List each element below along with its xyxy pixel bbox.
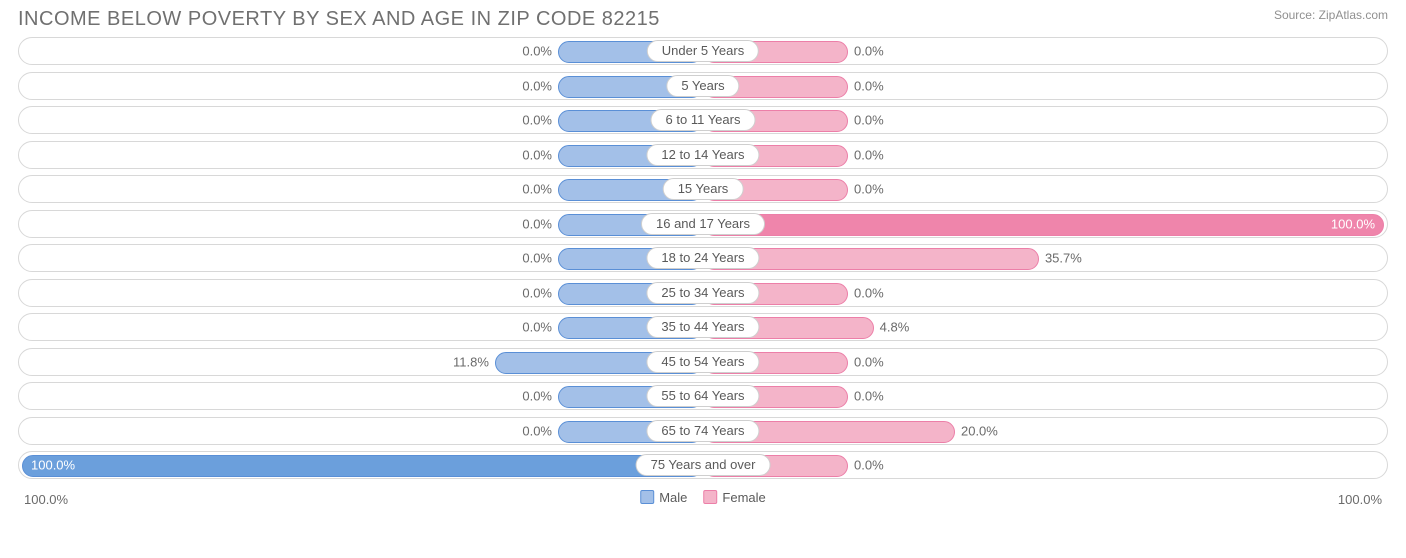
value-female: 0.0% — [854, 78, 884, 93]
chart-row: 15 Years 0.0% 0.0% — [18, 175, 1388, 203]
bar-female — [703, 214, 1384, 236]
value-female: 20.0% — [961, 423, 998, 438]
row-category-label: 55 to 64 Years — [646, 385, 759, 407]
row-category-label: 5 Years — [666, 75, 739, 97]
value-female: 0.0% — [854, 285, 884, 300]
row-category-label: 15 Years — [663, 178, 744, 200]
chart-footer: 100.0% Male Female 100.0% — [0, 486, 1406, 526]
value-male: 0.0% — [522, 251, 552, 266]
row-category-label: 16 and 17 Years — [641, 213, 765, 235]
value-male: 0.0% — [522, 78, 552, 93]
value-male: 0.0% — [522, 113, 552, 128]
value-female: 0.0% — [854, 458, 884, 473]
chart-title: INCOME BELOW POVERTY BY SEX AND AGE IN Z… — [18, 8, 660, 31]
row-category-label: 35 to 44 Years — [646, 316, 759, 338]
legend-swatch-female — [703, 490, 717, 504]
chart-row: 25 to 34 Years 0.0% 0.0% — [18, 279, 1388, 307]
row-category-label: 18 to 24 Years — [646, 247, 759, 269]
value-male: 0.0% — [522, 320, 552, 335]
value-female: 0.0% — [854, 147, 884, 162]
axis-label-right: 100.0% — [1338, 492, 1382, 507]
value-female: 0.0% — [854, 182, 884, 197]
value-female: 35.7% — [1045, 251, 1082, 266]
value-female: 4.8% — [880, 320, 910, 335]
row-category-label: 65 to 74 Years — [646, 420, 759, 442]
legend-item-male: Male — [640, 490, 687, 505]
chart-row: 45 to 54 Years 11.8% 0.0% — [18, 348, 1388, 376]
row-category-label: 25 to 34 Years — [646, 282, 759, 304]
value-male: 0.0% — [522, 389, 552, 404]
value-male: 100.0% — [31, 458, 75, 473]
value-male: 0.0% — [522, 147, 552, 162]
value-female: 100.0% — [1331, 216, 1375, 231]
value-male: 11.8% — [453, 354, 489, 369]
legend-item-female: Female — [703, 490, 765, 505]
row-category-label: 12 to 14 Years — [646, 144, 759, 166]
value-male: 0.0% — [522, 285, 552, 300]
chart-row: 16 and 17 Years 0.0% 100.0% — [18, 210, 1388, 238]
chart-row: 5 Years 0.0% 0.0% — [18, 72, 1388, 100]
chart-header: INCOME BELOW POVERTY BY SEX AND AGE IN Z… — [0, 0, 1406, 37]
chart-row: 18 to 24 Years 0.0% 35.7% — [18, 244, 1388, 272]
legend-label-male: Male — [659, 490, 687, 505]
chart-row: 12 to 14 Years 0.0% 0.0% — [18, 141, 1388, 169]
chart-row: 6 to 11 Years 0.0% 0.0% — [18, 106, 1388, 134]
chart-source: Source: ZipAtlas.com — [1274, 8, 1388, 22]
chart-legend: Male Female — [640, 490, 766, 505]
value-female: 0.0% — [854, 389, 884, 404]
legend-swatch-male — [640, 490, 654, 504]
value-male: 0.0% — [522, 44, 552, 59]
legend-label-female: Female — [722, 490, 765, 505]
chart-row: 75 Years and over 100.0% 0.0% — [18, 451, 1388, 479]
value-female: 0.0% — [854, 113, 884, 128]
chart-row: 35 to 44 Years 0.0% 4.8% — [18, 313, 1388, 341]
chart-row: 55 to 64 Years 0.0% 0.0% — [18, 382, 1388, 410]
value-female: 0.0% — [854, 354, 884, 369]
value-male: 0.0% — [522, 423, 552, 438]
row-category-label: Under 5 Years — [647, 40, 759, 62]
chart-row: 65 to 74 Years 0.0% 20.0% — [18, 417, 1388, 445]
chart-area: Under 5 Years0.0%0.0%5 Years0.0%0.0%6 to… — [0, 37, 1406, 479]
bar-male — [22, 455, 703, 477]
value-male: 0.0% — [522, 182, 552, 197]
row-category-label: 75 Years and over — [636, 454, 771, 476]
chart-row: Under 5 Years 0.0% 0.0% — [18, 37, 1388, 65]
axis-label-left: 100.0% — [24, 492, 68, 507]
value-female: 0.0% — [854, 44, 884, 59]
value-male: 0.0% — [522, 216, 552, 231]
row-category-label: 6 to 11 Years — [651, 109, 756, 131]
row-category-label: 45 to 54 Years — [646, 351, 759, 373]
